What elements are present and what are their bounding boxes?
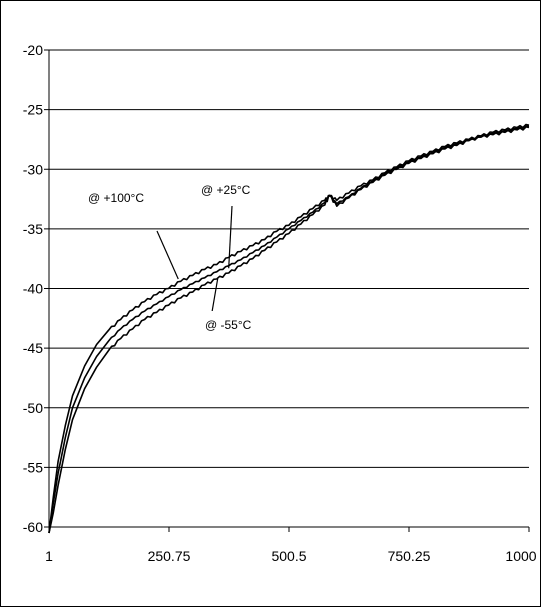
x-tick-label: 1000 (505, 548, 536, 564)
annotation-label: @ +100°C (88, 191, 144, 205)
y-tick-label: -45 (23, 340, 43, 356)
y-tick-label: -30 (23, 161, 43, 177)
series-line-0 (48, 123, 530, 534)
annotation-leader-2 (211, 278, 219, 313)
tick-label-layer: -20 -25 -30 -35 -40 -45 -50 -55 -601 250.75 500.5 7… (23, 42, 537, 564)
series-layer (48, 123, 530, 534)
y-tick-label: -20 (23, 42, 43, 58)
annotation-label: @ +25°C (201, 183, 251, 197)
y-tick-label: -25 (23, 102, 43, 118)
axes-layer (44, 49, 530, 532)
x-tick-label: 500.5 (271, 548, 306, 564)
annotation-layer: @ +100°C @ +25°C @ -55°C (88, 183, 272, 347)
annotation-leader-1 (228, 205, 233, 269)
y-tick-label: -35 (23, 221, 43, 237)
annotation-label: @ -55°C (205, 318, 252, 332)
x-tick-label: 1 (45, 548, 53, 564)
x-tick-label: 750.25 (388, 548, 431, 564)
y-tick-label: -50 (23, 400, 43, 416)
y-tick-label: -40 (23, 281, 43, 297)
annotation-leader-0 (156, 230, 179, 280)
annotation-background (194, 311, 272, 347)
series-line-2 (48, 126, 530, 534)
y-tick-label: -55 (23, 459, 43, 475)
x-tick-label: 250.75 (148, 548, 191, 564)
y-tick-label: -60 (23, 519, 43, 535)
